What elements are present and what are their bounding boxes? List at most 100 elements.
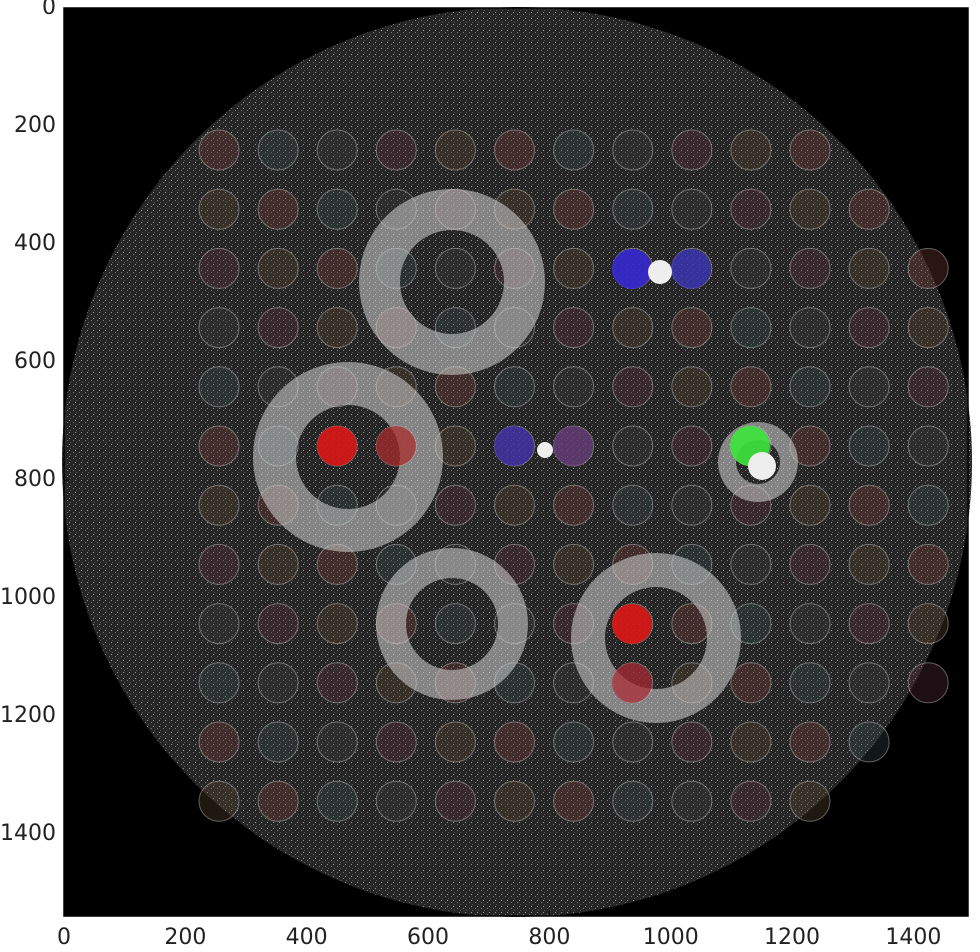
roi-circle <box>199 544 239 584</box>
roi-circle <box>199 426 239 466</box>
roi-circle <box>849 189 889 229</box>
y-tick-label: 1200 <box>0 703 56 728</box>
roi-circle <box>790 189 830 229</box>
roi-circle <box>672 781 712 821</box>
roi-circle <box>435 485 475 525</box>
roi-circle <box>258 781 298 821</box>
roi-circle <box>613 130 653 170</box>
roi-circle <box>908 248 948 288</box>
roi-circle <box>317 663 357 703</box>
roi-circle <box>790 367 830 407</box>
roi-circle <box>317 781 357 821</box>
roi-circle <box>672 308 712 348</box>
y-tick-label: 1000 <box>0 585 56 610</box>
roi-circle <box>908 308 948 348</box>
roi-circle <box>199 485 239 525</box>
roi-circle <box>495 130 535 170</box>
roi-circle <box>731 663 771 703</box>
roi-circle <box>849 604 889 644</box>
roi-circle <box>199 604 239 644</box>
x-tick-label: 1200 <box>764 925 820 950</box>
roi-circle <box>376 781 416 821</box>
roi-circle <box>790 485 830 525</box>
roi-circle <box>317 722 357 762</box>
highlight-circle <box>612 663 652 703</box>
roi-circle <box>317 604 357 644</box>
roi-circle <box>495 485 535 525</box>
roi-circle <box>731 308 771 348</box>
roi-circle <box>849 367 889 407</box>
x-tick-label: 0 <box>57 925 71 950</box>
roi-circle <box>908 426 948 466</box>
roi-circle <box>554 308 594 348</box>
roi-circle <box>554 485 594 525</box>
roi-circle <box>849 426 889 466</box>
marker <box>648 260 672 284</box>
roi-circle <box>317 248 357 288</box>
roi-circle <box>435 248 475 288</box>
highlight-circle <box>553 426 593 466</box>
roi-circle <box>554 722 594 762</box>
roi-circle <box>435 130 475 170</box>
roi-circle <box>435 722 475 762</box>
roi-circle <box>317 189 357 229</box>
roi-circle <box>731 189 771 229</box>
roi-circle <box>849 722 889 762</box>
x-tick-label: 400 <box>286 925 328 950</box>
roi-circle <box>495 722 535 762</box>
x-tick-label: 800 <box>528 925 570 950</box>
roi-circle <box>199 130 239 170</box>
x-tick-label: 200 <box>164 925 206 950</box>
roi-circle <box>554 130 594 170</box>
marker <box>537 442 553 458</box>
roi-circle <box>258 722 298 762</box>
roi-circle <box>613 485 653 525</box>
roi-circle <box>435 604 475 644</box>
roi-circle <box>258 663 298 703</box>
roi-circle <box>908 604 948 644</box>
roi-circle <box>258 544 298 584</box>
roi-circle <box>199 189 239 229</box>
roi-circle <box>849 248 889 288</box>
roi-circle <box>790 663 830 703</box>
roi-circle <box>790 248 830 288</box>
roi-circle <box>790 130 830 170</box>
roi-circle <box>672 189 712 229</box>
roi-circle <box>731 544 771 584</box>
roi-circle <box>258 604 298 644</box>
roi-circle <box>672 722 712 762</box>
y-tick-label: 800 <box>14 467 56 492</box>
roi-circle <box>731 367 771 407</box>
roi-circle <box>908 367 948 407</box>
highlight-circle <box>612 604 652 644</box>
roi-circle <box>258 308 298 348</box>
y-tick-label: 1400 <box>0 821 56 846</box>
roi-circle <box>790 544 830 584</box>
y-tick-label: 600 <box>14 349 56 374</box>
roi-circle <box>672 485 712 525</box>
roi-circle <box>554 189 594 229</box>
roi-circle <box>554 781 594 821</box>
roi-circle <box>731 130 771 170</box>
roi-circle <box>613 722 653 762</box>
roi-circle <box>613 308 653 348</box>
roi-circle <box>613 189 653 229</box>
roi-circle <box>495 781 535 821</box>
highlight-circle <box>317 426 357 466</box>
y-tick-label: 200 <box>14 113 56 138</box>
roi-circle <box>672 367 712 407</box>
highlight-circle <box>376 426 416 466</box>
roi-circle <box>613 426 653 466</box>
roi-circle <box>376 722 416 762</box>
y-tick-label: 400 <box>14 231 56 256</box>
roi-circle <box>849 544 889 584</box>
roi-circle <box>199 781 239 821</box>
roi-circle <box>908 485 948 525</box>
highlight-circle <box>612 249 652 289</box>
roi-circle <box>849 663 889 703</box>
chart: 0200400600800100012001400020040060080010… <box>0 0 980 952</box>
roi-circle <box>908 544 948 584</box>
roi-circle <box>317 308 357 348</box>
roi-circle <box>672 426 712 466</box>
roi-circle <box>731 781 771 821</box>
